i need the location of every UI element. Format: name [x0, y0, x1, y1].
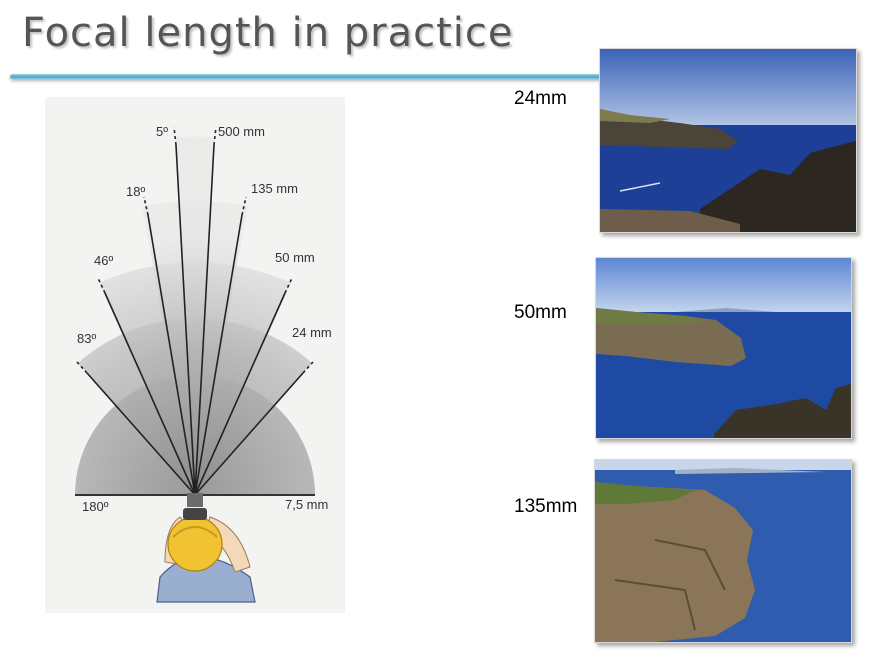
photo-135mm [594, 459, 852, 643]
focal-label-135mm: 135 mm [251, 181, 298, 196]
angle-label-18: 18º [126, 184, 146, 199]
focal-label-50mm: 50 mm [275, 250, 315, 265]
angle-label-180: 180º [82, 499, 109, 514]
photo-label-50mm: 50mm [514, 302, 567, 323]
angle-label-5: 5º [156, 124, 168, 139]
field-of-view-graphic [75, 126, 315, 603]
focal-label-24mm: 24 mm [292, 325, 332, 340]
photo-50mm [595, 257, 852, 439]
title-underline [10, 74, 602, 79]
slide-title: Focal length in practice [22, 10, 514, 56]
photo-label-135mm: 135mm [514, 496, 578, 517]
focal-label-500mm: 500 mm [218, 124, 265, 139]
angle-label-83: 83º [77, 331, 97, 346]
angle-label-46: 46º [94, 253, 114, 268]
photo-label-24mm: 24mm [514, 88, 567, 109]
field-of-view-diagram: 5º 500 mm 18º 135 mm 46º 50 mm 83º 24 mm… [45, 97, 345, 613]
photo-24mm [599, 48, 857, 233]
photographer-figure [156, 493, 256, 603]
focal-label-7-5mm: 7,5 mm [285, 497, 329, 512]
